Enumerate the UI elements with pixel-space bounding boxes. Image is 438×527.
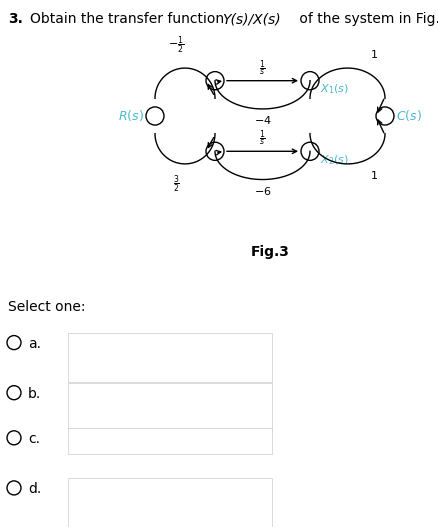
Text: 3.: 3. — [8, 12, 23, 26]
Text: $\frac{1}{s}$: $\frac{1}{s}$ — [258, 58, 265, 79]
Text: d.: d. — [28, 482, 41, 496]
FancyBboxPatch shape — [68, 428, 272, 454]
Text: $C(s)$: $C(s)$ — [395, 109, 421, 123]
Text: $X_1(s)$: $X_1(s)$ — [319, 83, 348, 96]
Text: $\dfrac{0.5}{s+4} + \dfrac{1.5}{s+6}$: $\dfrac{0.5}{s+4} + \dfrac{1.5}{s+6}$ — [94, 338, 189, 372]
Text: Obtain the transfer function: Obtain the transfer function — [30, 12, 228, 26]
FancyBboxPatch shape — [68, 383, 272, 432]
Text: $-6$: $-6$ — [253, 184, 271, 197]
Text: $X_2(s)$: $X_2(s)$ — [319, 153, 348, 167]
Text: Y(s)/X(s): Y(s)/X(s) — [222, 12, 280, 26]
Text: Select one:: Select one: — [8, 299, 85, 314]
Text: Non of the above: Non of the above — [90, 434, 214, 448]
Text: Fig.3: Fig.3 — [250, 245, 289, 259]
Text: $\dfrac{-0.5}{s+4} + \dfrac{1.5}{s+6}$: $\dfrac{-0.5}{s+4} + \dfrac{1.5}{s+6}$ — [94, 484, 190, 516]
Text: c.: c. — [74, 389, 86, 403]
FancyBboxPatch shape — [68, 478, 272, 527]
FancyBboxPatch shape — [68, 333, 272, 382]
Text: a.: a. — [28, 337, 41, 350]
Text: $1$: $1$ — [369, 48, 377, 60]
Text: c.: c. — [28, 432, 40, 446]
Text: of the system in Fig. 3.: of the system in Fig. 3. — [294, 12, 438, 26]
Text: b.: b. — [74, 484, 89, 498]
Text: $-4$: $-4$ — [253, 114, 271, 126]
Text: $\frac{3}{2}$: $\frac{3}{2}$ — [172, 174, 179, 196]
Text: $\frac{1}{s}$: $\frac{1}{s}$ — [258, 129, 265, 149]
Text: $\dfrac{-0.5}{s+6} + \dfrac{1.5}{s+4}$: $\dfrac{-0.5}{s+6} + \dfrac{1.5}{s+4}$ — [94, 389, 190, 422]
Text: d. Non of the above: d. Non of the above — [74, 434, 228, 448]
Text: $R(s)$: $R(s)$ — [118, 109, 144, 123]
Text: b.: b. — [28, 387, 41, 401]
Text: a.: a. — [74, 338, 87, 353]
Text: $1$: $1$ — [369, 169, 377, 181]
Text: $-\frac{1}{2}$: $-\frac{1}{2}$ — [167, 34, 184, 56]
